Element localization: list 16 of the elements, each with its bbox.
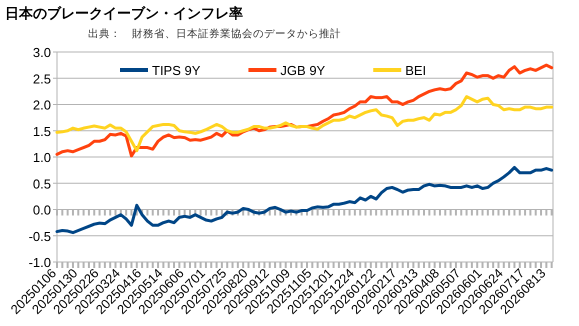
y-tick-label: -1.0	[28, 255, 51, 270]
line-series	[56, 166, 554, 234]
y-tick-label: 2.0	[32, 98, 51, 112]
chart-subtitle: 出典： 財務省、日本証券業協会のデータから推計	[88, 27, 341, 40]
y-tick-label: 1.5	[32, 124, 51, 139]
legend-label: TIPS 9Y	[152, 63, 201, 78]
y-tick-label: 0.5	[32, 176, 51, 192]
y-tick-label: 1.0	[32, 150, 51, 165]
legend-label: JGB 9Y	[280, 63, 326, 78]
y-tick-label: 3.0	[32, 45, 51, 60]
chart-title: 日本のブレークイーブン・インフレ率	[5, 5, 243, 22]
y-tick-label: -0.5	[28, 228, 51, 244]
line-series	[56, 95, 554, 152]
y-tick-label: 0.0	[32, 202, 51, 218]
legend-label: BEI	[405, 63, 426, 78]
y-tick-label: 2.5	[32, 71, 51, 86]
